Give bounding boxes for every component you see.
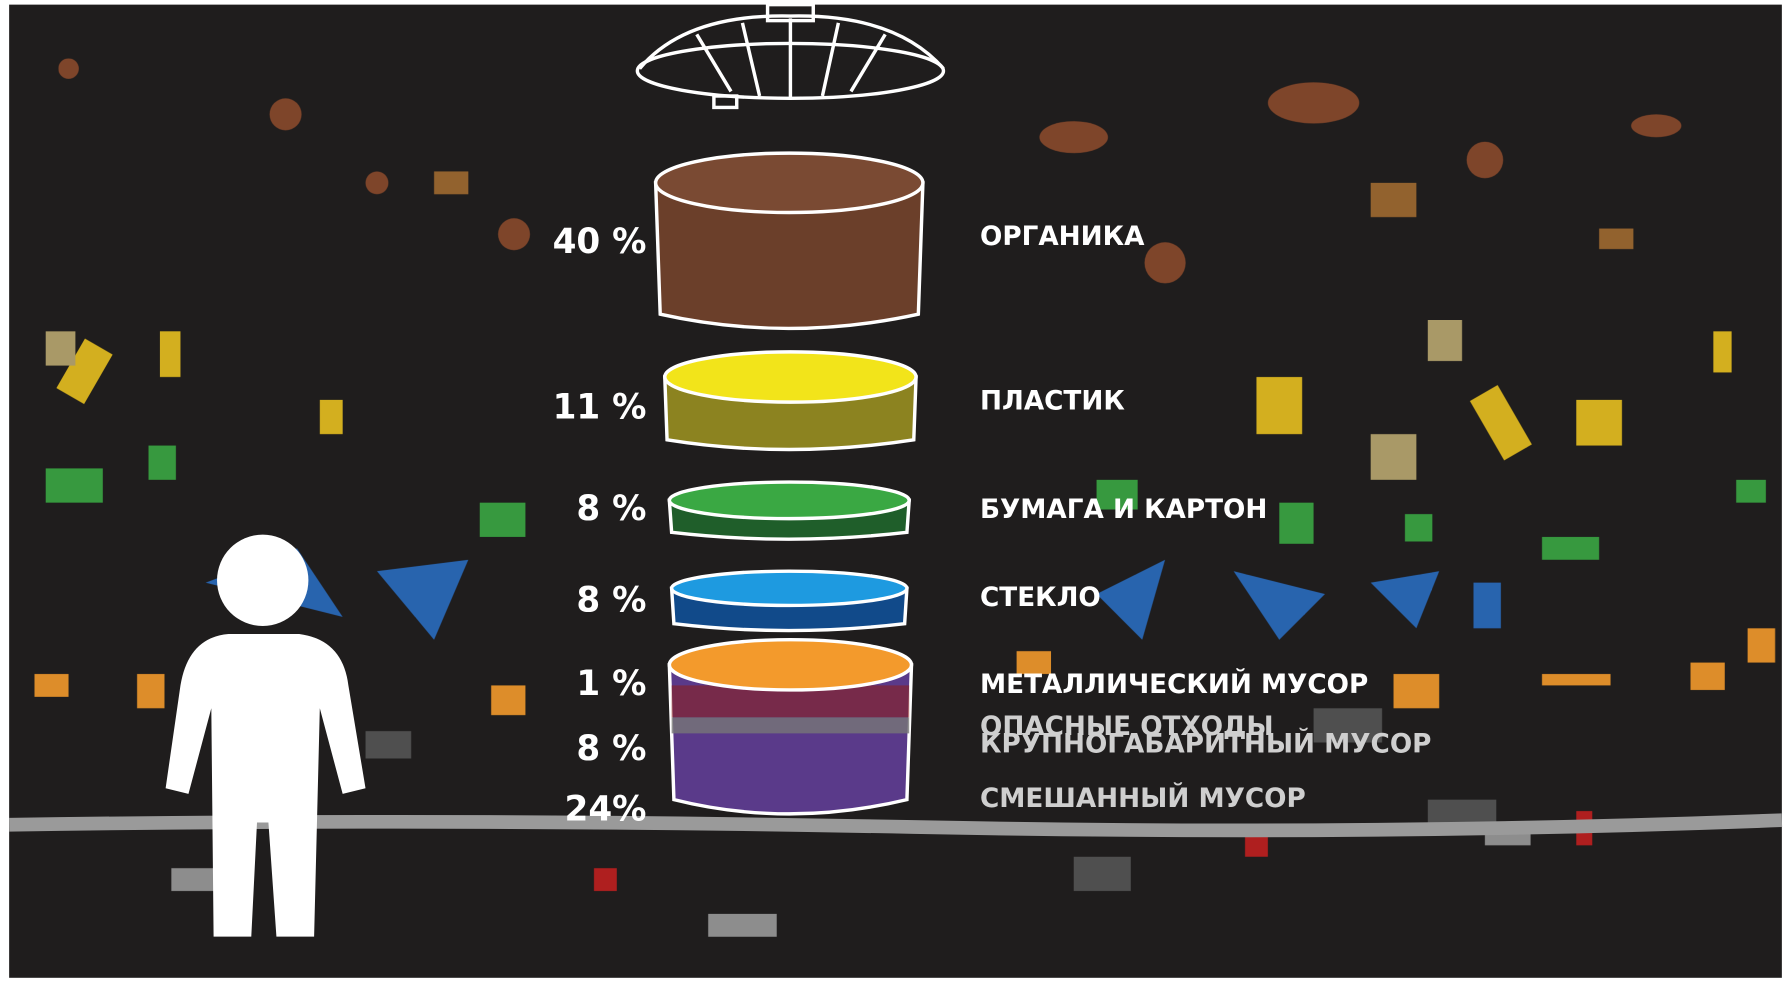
layer-label: ПЛАСТИК [980,387,1125,417]
layer-percent: 8 % [576,729,646,769]
layer-percent: 11 % [553,387,647,427]
layer-label: ОРГАНИКА [980,222,1145,252]
layer-label: БУМАГА И КАРТОН [980,495,1267,525]
layer-percent: 24% [565,790,647,830]
layer-label: СТЕКЛО [980,583,1101,613]
layer-label: КРУПНОГАБАРИТНЫЙ МУСОР [980,727,1431,759]
layer-percent: 40 % [553,222,647,262]
layer-percent: 8 % [576,489,646,529]
layer-label: МЕТАЛЛИЧЕСКИЙ МУСОР [980,668,1368,700]
infographic: ОПАСНЫЕ ОТХОДЫ 40 %ОРГАНИКА11 %ПЛАСТИК8 … [0,0,1791,987]
layer-label: СМЕШАННЫЙ МУСОР [980,782,1306,814]
layer-percent: 1 % [576,664,646,704]
layer-percent: 8 % [576,581,646,621]
